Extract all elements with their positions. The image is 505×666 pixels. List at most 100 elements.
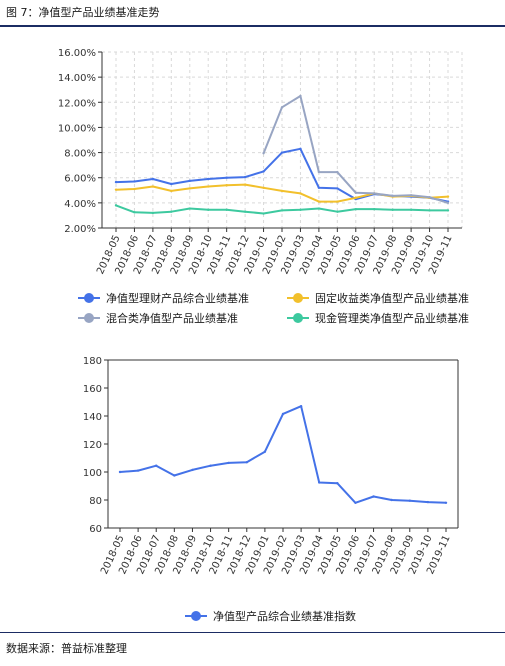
data-point: [444, 501, 448, 504]
data-point: [391, 208, 394, 211]
data-point: [280, 209, 284, 212]
data-point: [225, 176, 228, 179]
data-point: [155, 464, 158, 467]
data-point: [245, 461, 248, 464]
data-point: [280, 106, 284, 109]
data-point: [446, 195, 450, 198]
data-point: [354, 196, 357, 200]
legend-label[interactable]: 现金管理类净值型产品业绩基准: [315, 311, 469, 325]
y-tick-label: 140: [83, 412, 102, 423]
top-rule: [0, 25, 505, 27]
data-point: [318, 481, 321, 484]
data-point: [188, 179, 191, 183]
data-point: [280, 151, 284, 154]
data-point: [373, 207, 376, 211]
data-point: [428, 209, 431, 212]
data-point: [151, 211, 155, 215]
data-point: [317, 170, 321, 174]
data-point: [317, 200, 321, 203]
y-tick-label: 12.00%: [58, 98, 96, 109]
series-line-1: [115, 183, 449, 203]
data-point: [299, 94, 302, 98]
data-point: [262, 152, 265, 155]
data-point: [170, 182, 173, 186]
data-point: [133, 211, 136, 214]
legend-label[interactable]: 净值型产品综合业绩基准指数: [213, 609, 356, 623]
data-point: [114, 204, 118, 207]
data-point: [262, 212, 265, 215]
legend-label[interactable]: 固定收益类净值型产品业绩基准: [315, 291, 469, 305]
data-point: [281, 412, 285, 416]
data-point: [446, 209, 450, 212]
data-point: [280, 189, 284, 193]
data-point: [136, 469, 140, 472]
y-tick-label: 4.00%: [64, 199, 96, 210]
data-point: [354, 501, 357, 504]
data-point: [317, 207, 321, 210]
data-point: [133, 187, 136, 191]
data-point: [114, 188, 118, 191]
data-point: [354, 207, 357, 211]
bottom-rule: [0, 632, 505, 633]
data-point: [391, 194, 394, 198]
legend-marker: [84, 313, 94, 323]
chart-performance-benchmarks: 2.00% 4.00% 6.00% 8.00% 10.00% 12.00% 14.00% 16…: [58, 48, 469, 325]
series-line-0: [119, 405, 447, 504]
data-point: [243, 175, 247, 179]
y-tick-label: 120: [83, 440, 102, 451]
data-point: [227, 461, 230, 465]
data-point: [114, 180, 118, 184]
data-point: [207, 185, 210, 188]
legend-label[interactable]: 混合类净值型产品业绩基准: [106, 311, 238, 325]
data-point: [409, 208, 413, 211]
data-point: [191, 468, 194, 472]
data-point: [209, 464, 212, 467]
data-point: [225, 184, 228, 187]
data-point: [336, 200, 339, 203]
y-tick-label: 2.00%: [64, 224, 96, 235]
legend-marker: [84, 293, 94, 303]
y-tick-label: 6.00%: [64, 174, 96, 185]
y-tick-label: 180: [83, 356, 102, 367]
data-point: [243, 183, 247, 186]
data-point: [336, 210, 339, 213]
y-tick-label: 60: [89, 524, 102, 535]
data-point: [336, 482, 339, 485]
data-point: [428, 196, 431, 199]
data-point: [372, 495, 375, 498]
y-tick-label: 14.00%: [58, 73, 96, 84]
data-point: [336, 187, 339, 190]
data-point: [354, 191, 357, 194]
data-point: [170, 210, 173, 213]
data-point: [188, 187, 191, 190]
data-point: [373, 192, 376, 195]
y-tick-label: 8.00%: [64, 149, 96, 160]
figure-source: 数据来源：普益标准整理: [6, 642, 127, 655]
data-point: [446, 201, 450, 205]
figure-title: 图 7：净值型产品业绩基准走势: [6, 6, 160, 19]
data-point: [299, 208, 302, 211]
legend-marker: [293, 313, 303, 323]
data-point: [151, 185, 155, 188]
data-point: [207, 208, 210, 211]
data-point: [118, 470, 122, 474]
data-point: [408, 499, 411, 502]
data-point: [299, 405, 303, 408]
data-point: [336, 170, 339, 174]
data-point: [170, 189, 173, 193]
data-point: [243, 210, 247, 213]
data-point: [426, 500, 430, 504]
data-point: [207, 177, 210, 181]
data-point: [263, 450, 267, 453]
data-point: [262, 170, 265, 173]
legend-marker: [293, 293, 303, 303]
y-tick-label: 80: [89, 496, 102, 507]
data-point: [225, 208, 228, 211]
y-tick-label: 16.00%: [58, 48, 96, 59]
y-tick-label: 160: [83, 384, 102, 395]
y-tick-label: 10.00%: [58, 123, 96, 134]
data-point: [299, 147, 302, 150]
data-point: [133, 180, 136, 183]
legend-label[interactable]: 净值型理财产品综合业绩基准: [106, 291, 249, 305]
